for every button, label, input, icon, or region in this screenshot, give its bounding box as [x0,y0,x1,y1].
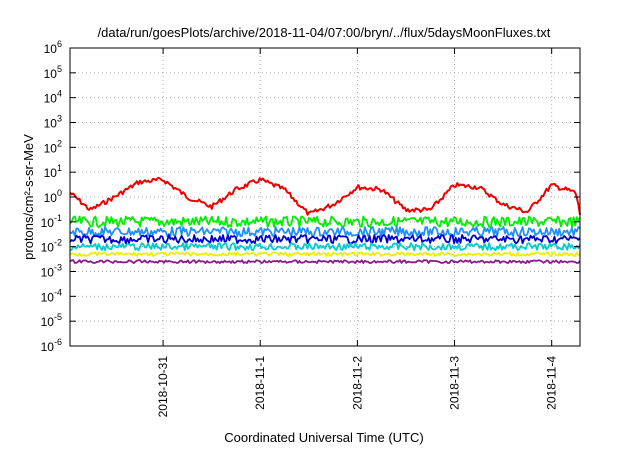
y-tick-label: 100 [44,188,62,205]
series-line [69,226,581,238]
series-line [69,176,581,216]
y-tick-label: 10-5 [41,312,62,329]
x-tick-label: 2018-11-4 [545,356,559,410]
y-tick-label: 10-1 [41,213,62,230]
y-tick-label: 10-2 [41,238,62,255]
y-tick-label: 106 [44,39,62,56]
y-tick-label: 104 [44,89,62,106]
series-line [69,251,581,257]
y-tick-label: 10-3 [41,263,62,280]
x-axis-label: Coordinated Universal Time (UTC) [224,430,423,445]
x-tick-label: 2018-11-1 [253,356,267,410]
x-tick-label: 2018-10-31 [156,356,170,418]
series-group [69,176,581,265]
ticks: 106 105 104 103 102 101 100 10-1 10-2 10-3 10-4 10-… [41,39,580,417]
series-line [69,234,581,245]
y-tick-label: 102 [44,138,62,155]
y-tick-label: 10-4 [41,287,62,304]
y-axis-label: protons/cm²-s-sr-MeV [21,134,36,260]
y-tick-label: 10-6 [41,337,62,354]
series-line [69,259,581,265]
x-tick-label: 2018-11-3 [448,356,462,410]
x-tick-label: 2018-11-2 [350,356,364,410]
chart-title: /data/run/goesPlots/archive/2018-11-04/0… [98,25,551,40]
y-tick-label: 101 [44,163,62,180]
y-tick-label: 105 [44,64,62,81]
grid [70,48,580,346]
series-line [69,242,581,252]
y-tick-label: 103 [44,114,62,131]
series-line [69,215,581,229]
